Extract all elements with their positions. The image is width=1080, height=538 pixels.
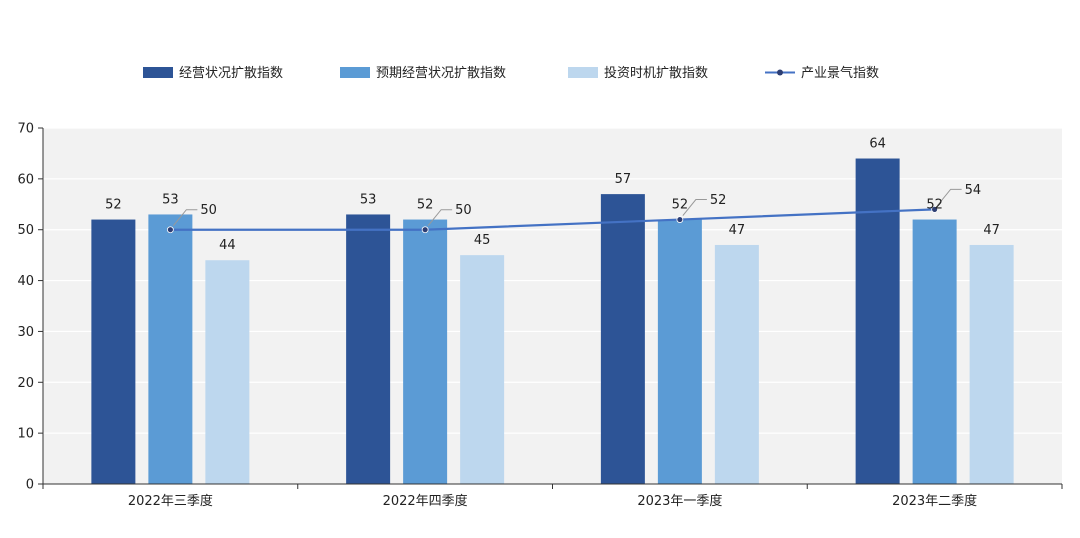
legend-item: 预期经营状况扩散指数 xyxy=(340,66,506,81)
bar xyxy=(403,219,448,485)
bar-value-label: 53 xyxy=(162,192,179,207)
bar xyxy=(600,194,645,484)
bar-value-label: 52 xyxy=(105,198,122,213)
line-label-leader xyxy=(682,199,707,216)
line-label-leader xyxy=(172,209,198,227)
bar-value-label: 64 xyxy=(869,137,886,152)
bar xyxy=(657,219,702,485)
legend-item: 经营状况扩散指数 xyxy=(143,66,283,81)
line-point xyxy=(421,226,429,234)
y-tick-label: 30 xyxy=(17,325,34,340)
bar-value-label: 47 xyxy=(729,223,746,238)
bar-value-label: 57 xyxy=(615,172,632,187)
y-tick-label: 0 xyxy=(26,478,34,493)
bar xyxy=(714,244,759,484)
x-tick-label: 2022年四季度 xyxy=(383,493,468,509)
line-value-label: 52 xyxy=(710,193,727,208)
line-point xyxy=(676,216,684,223)
bar xyxy=(148,214,193,484)
y-tick-label: 40 xyxy=(17,274,34,289)
bar-value-label: 52 xyxy=(672,198,689,213)
axes: 0 10 20 30 40 50 60 70 2022年三季度 2022年四季度 2023年一季度 2… xyxy=(17,122,1063,509)
bar xyxy=(91,219,136,485)
legend-swatch xyxy=(568,67,598,78)
y-tick-label: 20 xyxy=(17,376,34,391)
bars xyxy=(91,158,1014,485)
bar-value-label: 52 xyxy=(926,198,943,213)
bar-value-label: 53 xyxy=(360,192,377,207)
legend-label: 预期经营状况扩散指数 xyxy=(376,66,506,81)
legend-swatch xyxy=(143,67,173,78)
bar xyxy=(912,219,957,485)
bar xyxy=(969,244,1014,484)
bar-value-label: 45 xyxy=(474,233,491,248)
line-value-label: 54 xyxy=(965,183,982,198)
line-value-label: 50 xyxy=(200,203,217,218)
line-value-label: 50 xyxy=(455,203,472,218)
legend-item: 产业景气指数 xyxy=(765,65,879,81)
bar xyxy=(460,255,505,484)
bar xyxy=(855,158,900,484)
bar xyxy=(346,214,391,484)
bar xyxy=(205,260,250,484)
y-tick-label: 70 xyxy=(17,122,34,137)
legend: 经营状况扩散指数 预期经营状况扩散指数 投资时机扩散指数 产业景气指数 xyxy=(143,65,879,81)
legend-swatch xyxy=(340,67,370,78)
line-point xyxy=(166,226,174,234)
series-line xyxy=(170,208,935,231)
bar-value-label: 52 xyxy=(417,198,434,213)
y-tick-label: 50 xyxy=(17,223,34,238)
y-tick-label: 60 xyxy=(17,172,34,187)
legend-item: 投资时机扩散指数 xyxy=(568,65,708,81)
line-series xyxy=(166,188,962,234)
legend-label: 投资时机扩散指数 xyxy=(604,65,708,81)
y-tick-label: 10 xyxy=(17,427,34,442)
plot-area xyxy=(43,128,1062,484)
legend-marker xyxy=(777,69,783,76)
line-label-leader xyxy=(427,209,453,227)
bar-value-label: 44 xyxy=(219,238,236,253)
x-tick-label: 2022年三季度 xyxy=(128,493,213,509)
legend-label: 经营状况扩散指数 xyxy=(179,66,283,81)
x-tick-label: 2023年一季度 xyxy=(637,493,722,509)
bar-value-label: 47 xyxy=(983,223,1000,238)
legend-label: 产业景气指数 xyxy=(801,65,879,81)
line-point xyxy=(931,205,939,213)
x-tick-label: 2023年二季度 xyxy=(892,493,977,509)
line-label-leader xyxy=(937,188,962,206)
